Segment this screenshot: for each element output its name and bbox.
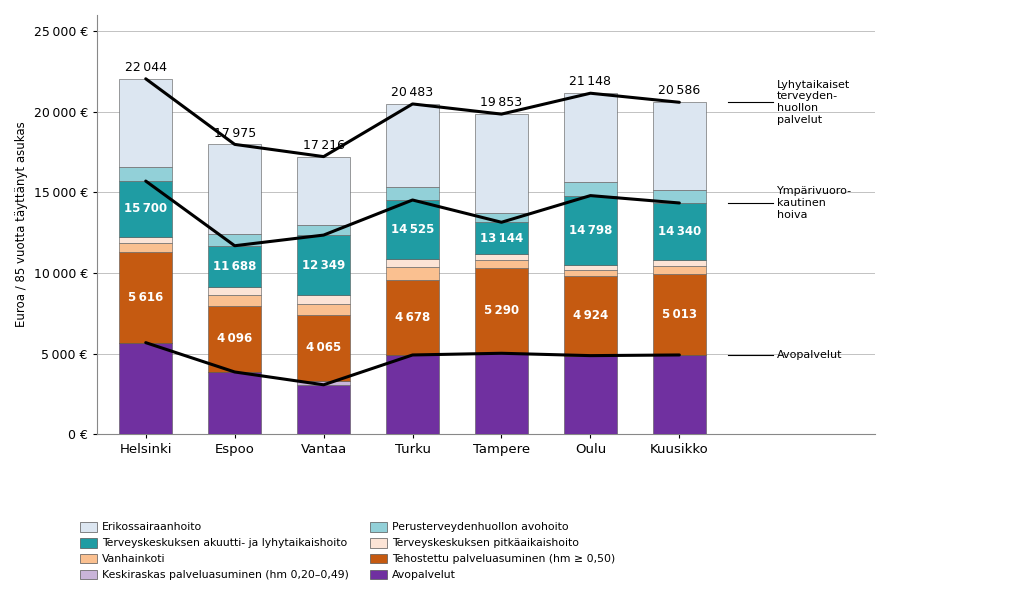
Legend: Erikossairaanhoito, Terveyskeskuksen akuutti- ja lyhytaikaishoito, Vanhainkoti, : Erikossairaanhoito, Terveyskeskuksen aku… [77,518,619,584]
Text: 4 096: 4 096 [217,332,253,346]
Text: 11 688: 11 688 [213,260,257,273]
Bar [208,234,261,246]
Bar [208,306,261,372]
Bar [386,104,439,187]
Bar [475,213,528,222]
Bar [208,144,261,234]
Bar [475,222,528,254]
Bar [208,372,261,434]
Text: 20 586: 20 586 [658,84,701,97]
Bar [208,294,261,306]
Bar [208,287,261,294]
Bar [119,243,173,252]
Text: 17 975: 17 975 [214,127,256,140]
Bar [119,237,173,243]
Bar [297,295,350,304]
Bar [297,235,350,295]
Bar [386,259,439,267]
Bar [653,260,706,266]
Bar [119,343,173,434]
Bar [208,246,261,287]
Bar [564,276,617,356]
Bar [653,102,706,190]
Bar [297,380,350,385]
Bar [564,196,617,265]
Bar [119,167,173,181]
Bar [475,254,528,260]
Text: 19 853: 19 853 [481,96,523,110]
Bar [297,157,350,226]
Bar [297,315,350,380]
Text: 14 798: 14 798 [569,224,612,237]
Text: 4 924: 4 924 [573,309,608,322]
Bar [119,79,173,167]
Text: Avopalvelut: Avopalvelut [777,350,843,360]
Bar [564,182,617,196]
Text: Lyhytaikaiset
terveyden-
huollon
palvelut: Lyhytaikaiset terveyden- huollon palvelu… [777,80,850,125]
Text: 5 616: 5 616 [128,291,164,304]
Text: 17 216: 17 216 [303,139,345,152]
Bar [653,355,706,434]
Bar [653,274,706,355]
Bar [119,252,173,343]
Bar [653,190,706,203]
Text: 5 013: 5 013 [662,308,697,321]
Bar [297,385,350,434]
Text: 4 065: 4 065 [306,342,342,355]
Text: 22 044: 22 044 [125,61,167,74]
Bar [564,270,617,276]
Bar [564,356,617,434]
Bar [386,355,439,434]
Text: 20 483: 20 483 [392,86,434,99]
Text: Ympärivuoro-
kautinen
hoiva: Ympärivuoro- kautinen hoiva [777,186,852,220]
Bar [475,260,528,268]
Bar [653,203,706,260]
Bar [297,304,350,315]
Bar [386,187,439,200]
Text: 5 290: 5 290 [484,304,519,317]
Text: 4 678: 4 678 [395,311,431,324]
Bar [653,266,706,274]
Bar [564,265,617,270]
Bar [386,267,439,280]
Text: 12 349: 12 349 [302,259,345,272]
Y-axis label: Euroa / 85 vuotta täyttänyt asukas: Euroa / 85 vuotta täyttänyt asukas [15,122,28,327]
Bar [475,114,528,213]
Text: 14 340: 14 340 [658,225,701,238]
Text: 13 144: 13 144 [480,232,523,245]
Bar [119,181,173,237]
Bar [475,268,528,353]
Bar [386,200,439,259]
Bar [475,353,528,434]
Text: 15 700: 15 700 [124,203,168,216]
Bar [386,280,439,355]
Bar [564,93,617,182]
Text: 14 525: 14 525 [391,223,434,236]
Text: 21 148: 21 148 [570,75,612,88]
Bar [297,226,350,235]
